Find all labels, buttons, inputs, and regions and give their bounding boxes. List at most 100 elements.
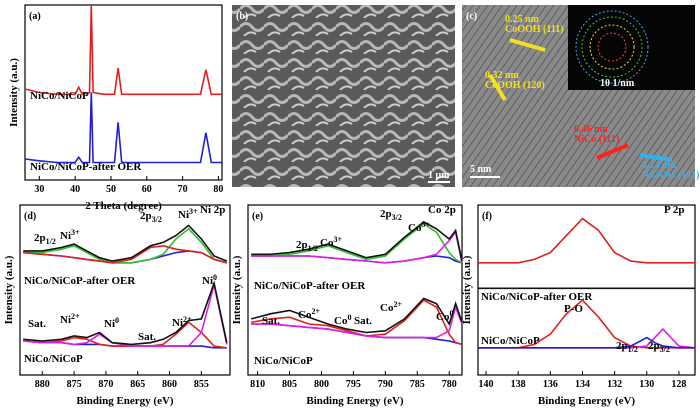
x-axis-label: Binding Energy (eV) <box>306 395 404 407</box>
annotation: Co3+ <box>408 220 430 234</box>
image-annotation: 0.32 nm <box>485 70 520 81</box>
annotation: 2p3/2 <box>140 210 162 224</box>
fringe-marker <box>509 38 546 52</box>
plot-frame <box>19 204 231 376</box>
x-tick-label: 80 <box>213 184 223 195</box>
spectrum-line <box>250 297 463 334</box>
x-tick-label: 785 <box>410 379 425 390</box>
annotation: Sat. <box>354 315 372 327</box>
x-tick-label: 800 <box>314 379 329 390</box>
image-annotation: CoOOH (111) <box>505 24 564 35</box>
x-tick-label: 865 <box>130 379 145 390</box>
x-tick-label: 134 <box>575 379 590 390</box>
annotation-superscript: 0 <box>347 313 351 322</box>
annotation-text: 2p <box>34 232 46 244</box>
annotation-superscript: 2+ <box>311 307 320 316</box>
x-tick-label: 30 <box>34 184 44 195</box>
x-tick-label: 860 <box>162 379 177 390</box>
image-annotation: CoOOH (120) <box>485 80 545 91</box>
annotation: Co 2p <box>428 204 456 216</box>
x-tick-label: 70 <box>178 184 188 195</box>
x-tick-label: 136 <box>543 379 558 390</box>
annotation: 2p1/2 <box>34 232 56 246</box>
y-axis-label: Intensity (a.u.) <box>461 255 473 324</box>
image-annotation: NiOOH (101) <box>642 170 700 181</box>
saed-ring <box>589 24 635 70</box>
spectrum-line <box>23 284 228 347</box>
annotation-text: Ni 2p <box>200 204 225 216</box>
annotation-text: Ni <box>60 314 71 326</box>
image-annotation: 0.46 nm <box>574 124 609 135</box>
x-axis-label: Binding Energy (eV) <box>76 395 174 407</box>
annotation: Ni 2p <box>200 204 225 216</box>
x-tick-label: 40 <box>70 184 80 195</box>
x-axis-label: Binding Energy (eV) <box>538 395 636 407</box>
spectrum-line <box>251 221 463 262</box>
annotation: NiCo/NiCoP-after OER <box>254 280 366 292</box>
annotation-text: 2p <box>616 340 628 352</box>
x-tick-label: 130 <box>639 379 654 390</box>
annotation-superscript: 2+ <box>71 312 80 321</box>
annotation-text: Ni <box>172 317 183 329</box>
x-tick-label: 132 <box>607 379 622 390</box>
spectrum-line <box>24 4 222 96</box>
spectrum-line <box>478 336 695 349</box>
spectrum-line <box>251 255 463 264</box>
saed-ring <box>575 10 649 84</box>
panel-label: (d) <box>24 211 36 222</box>
spectrum-line <box>251 222 463 264</box>
annotation: NiCo/NiCoP <box>254 355 313 367</box>
annotation-superscript: 2+ <box>183 315 192 324</box>
x-tick-label: 855 <box>194 379 209 390</box>
annotation-superscript: 2+ <box>393 300 402 309</box>
annotation: 2p1/2 <box>296 239 318 253</box>
x-tick-label: 880 <box>35 379 50 390</box>
annotation: Ni3+ <box>178 207 198 221</box>
annotation-text: Co 2p <box>428 204 456 216</box>
annotation: P 2p <box>664 204 684 216</box>
x-tick-label: 875 <box>67 379 82 390</box>
annotation-subscript: 1/2 <box>628 345 638 354</box>
annotation: NiCo/NiCoP-after OER <box>30 161 142 173</box>
annotation: Co0 <box>436 309 453 323</box>
fringe-marker <box>596 143 629 160</box>
spectrum-line <box>251 230 463 264</box>
annotation: Co0 <box>334 313 351 327</box>
fringe-marker <box>488 73 507 102</box>
annotation-superscript: 0 <box>115 316 119 325</box>
annotation-text: P 2p <box>664 204 684 216</box>
annotation-text: NiCo/NiCoP-after OER <box>254 280 366 292</box>
x-tick-label: 138 <box>511 379 526 390</box>
plot-frame <box>247 204 463 376</box>
saed-ring <box>581 16 643 78</box>
annotation-text: NiCo/NiCoP <box>30 90 89 102</box>
annotation-text: Ni <box>104 318 115 330</box>
annotation-superscript: 0 <box>449 309 453 318</box>
spectrum-line <box>478 217 695 264</box>
spectrum-line <box>24 92 222 164</box>
annotation-text: P-O <box>564 303 583 315</box>
annotation: Sat. <box>28 318 46 330</box>
y-axis-label: Intensity (a.u.) <box>3 255 15 324</box>
annotation-superscript: 3+ <box>421 220 430 229</box>
annotation-text: Co <box>436 311 450 323</box>
spectrum-line <box>23 227 228 264</box>
annotation-text: NiCo/NiCoP-after OER <box>30 161 142 173</box>
x-tick-label: 780 <box>442 379 457 390</box>
annotation-subscript: 1/2 <box>308 244 318 253</box>
annotation-superscript: 3+ <box>71 228 80 237</box>
annotation: NiCo/NiCoP <box>30 90 89 102</box>
plot-frame <box>24 4 223 181</box>
annotation-text: 2p <box>648 340 660 352</box>
annotation-text: Ni <box>202 275 213 287</box>
annotation-text: Co <box>334 315 348 327</box>
annotation-text: 2p <box>380 208 392 220</box>
x-tick-label: 60 <box>142 184 152 195</box>
x-tick-label: 790 <box>378 379 393 390</box>
annotation-text: Co <box>408 222 422 234</box>
x-tick-label: 795 <box>346 379 361 390</box>
spectrum-line <box>478 299 695 349</box>
sem-image <box>232 5 455 187</box>
annotation-superscript: 0 <box>213 273 217 282</box>
y-axis-label: Intensity (a.u.) <box>231 255 243 324</box>
